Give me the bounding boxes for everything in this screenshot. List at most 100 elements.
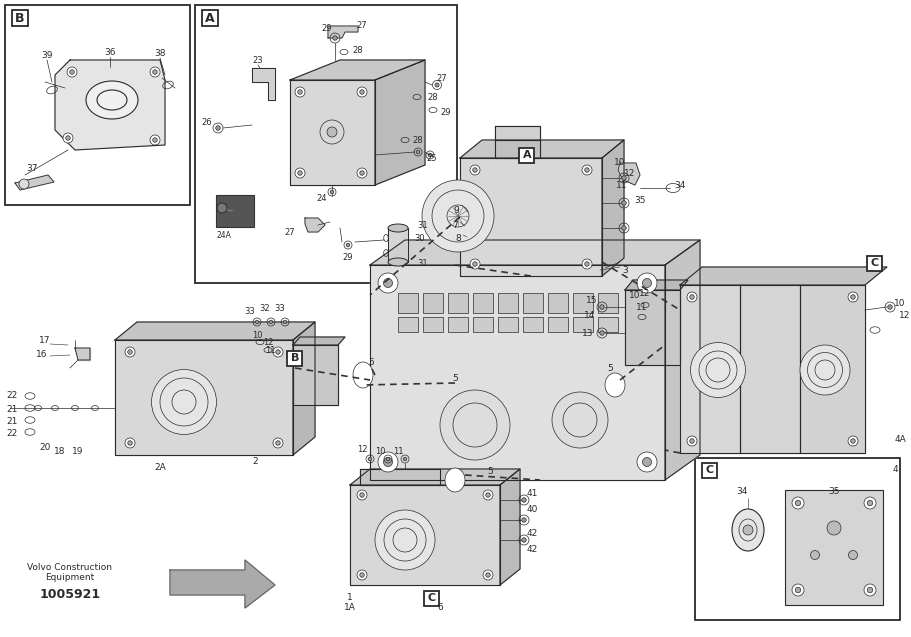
- Polygon shape: [624, 290, 680, 365]
- Circle shape: [333, 36, 337, 40]
- Circle shape: [581, 165, 591, 175]
- Text: 4: 4: [891, 466, 896, 475]
- Text: 22: 22: [6, 392, 17, 401]
- Circle shape: [346, 243, 350, 247]
- Polygon shape: [169, 560, 275, 608]
- Circle shape: [415, 150, 419, 154]
- Circle shape: [686, 436, 696, 446]
- Circle shape: [599, 331, 604, 335]
- Text: 12: 12: [262, 338, 273, 347]
- Text: 12: 12: [898, 310, 910, 320]
- Text: 11: 11: [636, 303, 647, 311]
- Circle shape: [330, 190, 333, 194]
- Ellipse shape: [732, 509, 763, 551]
- Bar: [519, 148, 534, 162]
- Text: 10: 10: [894, 299, 905, 308]
- Text: Equipment: Equipment: [46, 573, 95, 582]
- Circle shape: [125, 438, 135, 448]
- Circle shape: [19, 179, 29, 189]
- Bar: [497, 293, 517, 313]
- Circle shape: [483, 490, 493, 500]
- Circle shape: [641, 278, 650, 287]
- Circle shape: [297, 171, 302, 175]
- Circle shape: [272, 438, 282, 448]
- Circle shape: [794, 587, 800, 592]
- Text: 36: 36: [104, 48, 116, 57]
- Text: 33: 33: [244, 306, 255, 315]
- Text: 12: 12: [639, 289, 650, 297]
- Polygon shape: [459, 158, 601, 276]
- Ellipse shape: [604, 373, 624, 397]
- Circle shape: [866, 500, 872, 506]
- Bar: [548, 317, 568, 332]
- Circle shape: [689, 295, 693, 299]
- Bar: [216, 195, 254, 227]
- Text: 42: 42: [526, 545, 537, 554]
- Circle shape: [791, 497, 804, 509]
- Circle shape: [359, 493, 363, 497]
- Text: 12: 12: [356, 445, 367, 455]
- Polygon shape: [387, 228, 407, 262]
- Circle shape: [621, 176, 626, 180]
- Text: 27: 27: [356, 20, 367, 29]
- Circle shape: [472, 168, 476, 172]
- Circle shape: [483, 570, 493, 580]
- Text: 31: 31: [417, 220, 428, 229]
- Circle shape: [272, 347, 282, 357]
- Circle shape: [69, 69, 74, 75]
- Text: 11: 11: [264, 345, 275, 355]
- Polygon shape: [328, 26, 358, 38]
- Circle shape: [384, 457, 392, 466]
- Text: 39: 39: [41, 50, 53, 59]
- Polygon shape: [370, 240, 700, 265]
- Polygon shape: [350, 469, 519, 485]
- Bar: [548, 293, 568, 313]
- Ellipse shape: [151, 369, 216, 434]
- Text: 35: 35: [827, 487, 839, 496]
- Ellipse shape: [86, 81, 138, 119]
- Polygon shape: [374, 60, 425, 185]
- Ellipse shape: [422, 180, 494, 252]
- Polygon shape: [292, 322, 314, 455]
- Bar: [195, 5, 456, 283]
- Circle shape: [847, 436, 857, 446]
- Circle shape: [551, 392, 608, 448]
- Bar: [522, 293, 542, 313]
- Circle shape: [469, 259, 479, 269]
- Bar: [572, 293, 592, 313]
- Circle shape: [66, 136, 70, 140]
- Circle shape: [368, 457, 372, 461]
- Polygon shape: [370, 265, 664, 480]
- Circle shape: [356, 570, 366, 580]
- Text: 2A: 2A: [154, 464, 166, 473]
- Circle shape: [327, 127, 337, 137]
- Bar: [522, 317, 542, 332]
- Text: 11: 11: [616, 180, 627, 189]
- Text: 1A: 1A: [343, 603, 355, 613]
- Circle shape: [599, 304, 604, 309]
- Text: 6: 6: [436, 603, 443, 613]
- Polygon shape: [115, 340, 292, 455]
- Circle shape: [403, 457, 406, 461]
- Ellipse shape: [799, 345, 849, 395]
- Bar: [473, 293, 493, 313]
- Circle shape: [435, 83, 438, 87]
- Text: 11: 11: [393, 448, 403, 457]
- Polygon shape: [360, 469, 439, 485]
- Text: 5: 5: [368, 357, 374, 366]
- Circle shape: [283, 320, 286, 324]
- Bar: [397, 317, 417, 332]
- Text: 10: 10: [374, 448, 384, 457]
- Circle shape: [521, 538, 526, 542]
- Circle shape: [847, 292, 857, 302]
- Bar: [287, 350, 302, 366]
- Circle shape: [686, 292, 696, 302]
- Text: 27: 27: [436, 73, 446, 83]
- Circle shape: [521, 518, 526, 522]
- Ellipse shape: [387, 224, 407, 232]
- Text: 37: 37: [26, 164, 37, 173]
- Ellipse shape: [810, 550, 819, 559]
- Polygon shape: [304, 218, 324, 232]
- Text: C: C: [870, 258, 878, 268]
- Bar: [694, 458, 899, 620]
